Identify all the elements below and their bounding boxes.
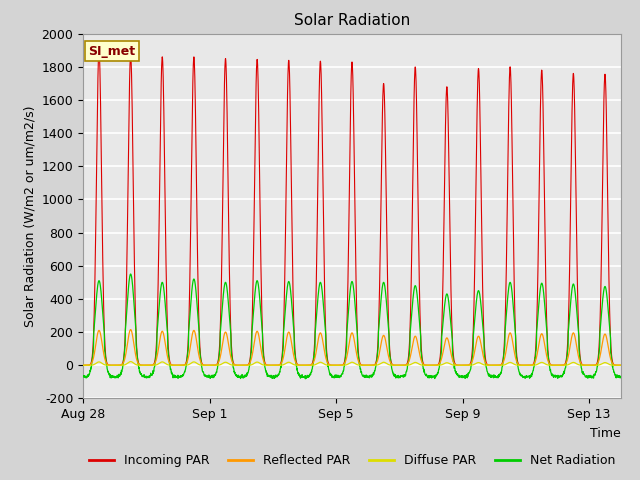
Legend: Incoming PAR, Reflected PAR, Diffuse PAR, Net Radiation: Incoming PAR, Reflected PAR, Diffuse PAR…	[84, 449, 620, 472]
Title: Solar Radiation: Solar Radiation	[294, 13, 410, 28]
X-axis label: Time: Time	[590, 427, 621, 440]
Y-axis label: Solar Radiation (W/m2 or um/m2/s): Solar Radiation (W/m2 or um/m2/s)	[23, 105, 36, 327]
Text: SI_met: SI_met	[88, 45, 136, 58]
